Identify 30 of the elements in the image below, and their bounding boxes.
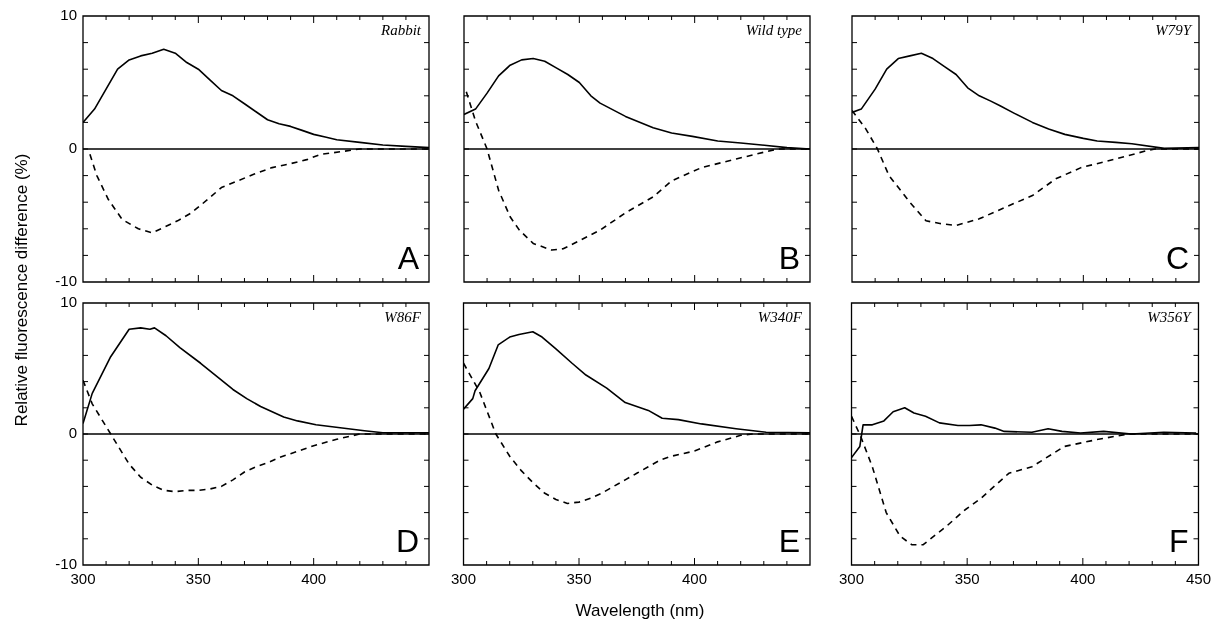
annotation: W86F: [384, 309, 422, 326]
x-tick-label: 450: [1186, 570, 1212, 588]
y-tick-label: 0: [68, 139, 77, 157]
annotation: E: [779, 522, 801, 559]
annotation: Rabbit: [380, 22, 422, 39]
y-tick-label: -10: [55, 272, 77, 290]
x-tick-label: 350: [955, 570, 981, 588]
x-tick-label: 350: [185, 570, 211, 588]
annotation: D: [395, 522, 419, 559]
x-axis-title: Wavelength (nm): [575, 601, 705, 621]
y-axis-title: Relative fluorescence difference (%): [12, 153, 32, 427]
x-tick-label: 400: [301, 570, 327, 588]
annotation: W356Y: [1147, 309, 1193, 326]
y-tick-label: -10: [55, 555, 77, 573]
x-tick-label: 300: [70, 570, 96, 588]
annotation: Wild type: [745, 22, 803, 39]
annotation: B: [778, 239, 800, 276]
y-tick-label: 10: [60, 6, 77, 24]
x-tick-label: 400: [682, 570, 708, 588]
x-tick-label: 300: [839, 570, 865, 588]
x-tick-label: 350: [566, 570, 593, 588]
x-tick-label: 300: [451, 570, 477, 588]
y-tick-label: 0: [68, 424, 77, 442]
annotation: W340F: [758, 309, 804, 326]
annotation: A: [397, 239, 420, 276]
annotation: W79Y: [1155, 22, 1193, 39]
annotation: C: [1165, 239, 1189, 276]
y-tick-label: 10: [60, 293, 77, 311]
x-tick-label: 400: [1070, 570, 1096, 588]
annotation: F: [1169, 522, 1189, 559]
